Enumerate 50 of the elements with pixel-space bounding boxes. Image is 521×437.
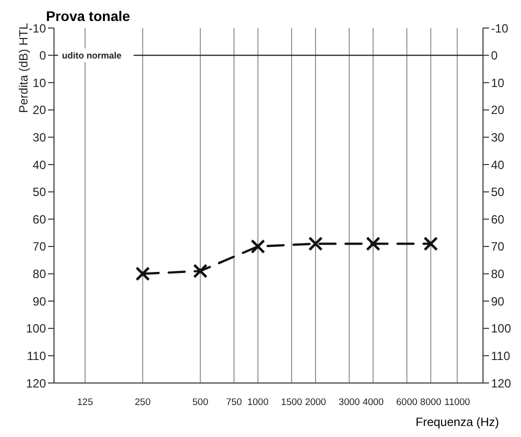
- x-tick-label: 250: [134, 397, 151, 408]
- point: [366, 236, 380, 251]
- point: [308, 236, 323, 251]
- y2-tick-label: 0: [491, 48, 498, 63]
- y-axis-title: Perdita (dB) HTL: [16, 22, 31, 113]
- y-tick-label: 70: [32, 240, 46, 254]
- y2-tick-label: 110: [491, 348, 510, 363]
- y2-tick-label: 90: [491, 294, 505, 308]
- y-tick-label: 90: [32, 294, 46, 308]
- y-tick-label: 60: [32, 212, 46, 226]
- x-tick-label: 2000: [304, 397, 326, 408]
- y-tick-label: 120: [26, 376, 46, 390]
- y2-tick-label: 70: [491, 240, 505, 254]
- point: [250, 239, 266, 254]
- y-tick-label: -10: [28, 21, 46, 36]
- y2-tick-label: 120: [491, 376, 512, 390]
- y-tick-label: 100: [26, 322, 46, 336]
- y-tick-label: 20: [32, 103, 46, 118]
- y2-tick-label: 60: [491, 212, 505, 226]
- y-tick-label: 50: [32, 185, 46, 200]
- y-tick-label: 0: [39, 48, 46, 63]
- x-tick-label: 4000: [362, 397, 384, 408]
- point: [193, 264, 208, 278]
- y2-tick-label: 10: [491, 76, 505, 90]
- x-tick-label: 500: [192, 397, 208, 408]
- x-tick-label: 6000: [396, 397, 418, 408]
- x-tick-label: 8000: [420, 397, 442, 408]
- x-tick-label: 125: [77, 397, 94, 408]
- y-tick-label: 80: [32, 267, 46, 282]
- y-tick-label: 110: [26, 348, 46, 363]
- y2-tick-label: 80: [491, 267, 505, 282]
- point: [135, 266, 150, 282]
- x-tick-label: 1500: [281, 397, 302, 408]
- x-tick-label: 11000: [444, 397, 470, 408]
- ref-line-label: udito normale: [62, 50, 122, 60]
- point: [424, 236, 438, 251]
- chart-title: Prova tonale: [46, 8, 130, 24]
- y-tick-label: 30: [32, 130, 46, 144]
- y2-tick-label: 50: [491, 185, 505, 200]
- y2-tick-label: 30: [491, 130, 505, 144]
- x-tick-label: 3000: [338, 397, 360, 408]
- y-tick-label: 10: [32, 76, 46, 90]
- y-tick-label: 40: [32, 158, 46, 172]
- x-tick-label: 1000: [247, 397, 268, 408]
- y2-tick-label: 100: [491, 322, 512, 336]
- x-tick-label: 750: [226, 397, 242, 408]
- y2-tick-label: 20: [491, 103, 505, 118]
- y2-tick-label: -10: [491, 21, 509, 36]
- y2-tick-label: 40: [491, 158, 505, 172]
- x-axis-title: Frequenza (Hz): [416, 415, 499, 429]
